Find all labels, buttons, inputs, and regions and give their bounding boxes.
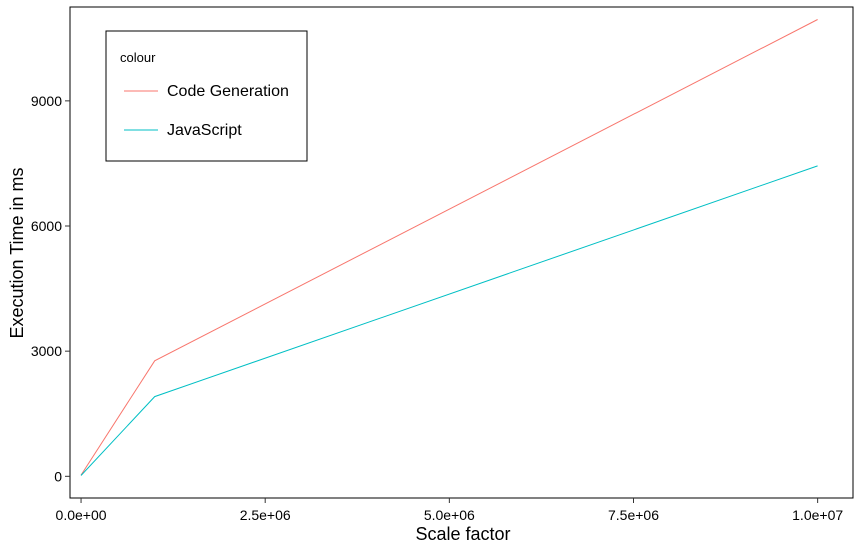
x-axis-ticks: 0.0e+00 2.5e+06 5.0e+06 7.5e+06 1.0e+07 bbox=[56, 498, 843, 523]
series-layer bbox=[80, 19, 818, 476]
plot-panel-border bbox=[69, 6, 854, 499]
x-tick-label: 5.0e+06 bbox=[424, 507, 475, 523]
x-tick-label: 2.5e+06 bbox=[240, 507, 291, 523]
y-tick-label: 3000 bbox=[31, 343, 62, 359]
y-tick-label: 0 bbox=[54, 468, 62, 484]
legend-title: colour bbox=[120, 50, 156, 65]
x-axis-title: Scale factor bbox=[415, 524, 510, 544]
series-line-javascript bbox=[80, 165, 818, 476]
y-axis-ticks: 0 3000 6000 9000 bbox=[31, 93, 70, 484]
legend: colour Code Generation JavaScript bbox=[105, 30, 308, 162]
legend-box bbox=[105, 30, 308, 162]
y-tick-label: 6000 bbox=[31, 218, 62, 234]
series-line-code-generation bbox=[80, 19, 818, 476]
x-tick-label: 7.5e+06 bbox=[608, 507, 659, 523]
y-tick-label: 9000 bbox=[31, 93, 62, 109]
legend-label-code-generation: Code Generation bbox=[167, 83, 289, 100]
y-axis-title: Execution Time in ms bbox=[7, 167, 27, 338]
x-tick-label: 1.0e+07 bbox=[792, 507, 843, 523]
x-tick-label: 0.0e+00 bbox=[56, 507, 107, 523]
legend-label-javascript: JavaScript bbox=[167, 122, 242, 139]
